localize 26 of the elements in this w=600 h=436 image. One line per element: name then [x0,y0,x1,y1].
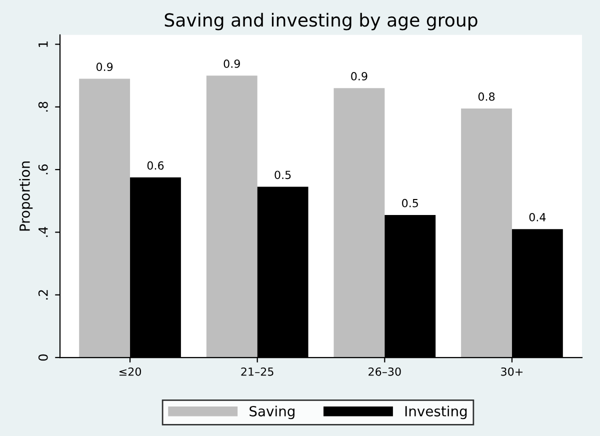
x-tick-label: ≤20 [119,367,142,376]
y-tick-label: 1 [38,41,48,47]
y-tick-label: .8 [38,102,48,112]
data-label: 0.4 [529,212,546,222]
bar [206,76,258,358]
legend-label: Saving [250,406,294,420]
y-tick-label: .4 [38,226,48,237]
y-tick-label: .2 [38,290,48,300]
data-label: 0.9 [224,59,240,68]
x-tick-label: 30+ [501,367,523,376]
data-label: 0.6 [147,161,164,170]
legend-label: Investing [405,406,467,420]
chart-title: Saving and investing by age group [164,12,478,30]
bar [461,108,512,358]
data-label: 0.5 [274,170,291,180]
bar [79,78,130,358]
x-tick-label: 26–30 [368,367,401,376]
y-tick-label: 0 [38,354,48,361]
x-tick-label: 21–25 [241,367,274,376]
bar [334,88,385,358]
y-axis-title: Proportion [19,162,33,231]
data-label: 0.9 [351,72,368,80]
data-label: 0.8 [478,92,495,101]
y-tick-label: .6 [38,164,48,174]
data-label: 0.5 [402,198,418,208]
data-label: 0.9 [96,62,113,72]
